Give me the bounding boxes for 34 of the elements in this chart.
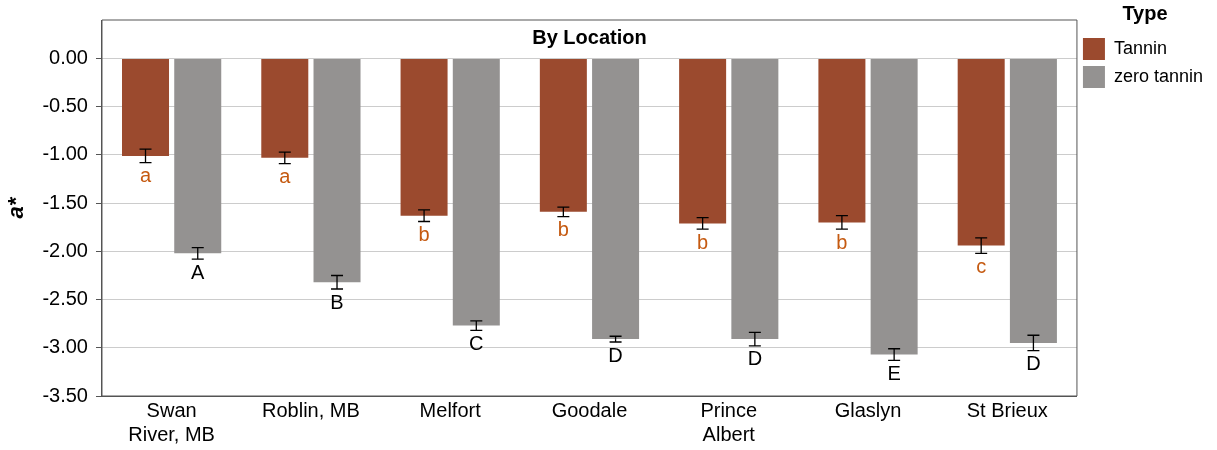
- y-tick-label: -1.00: [42, 142, 88, 165]
- x-tick-label: St Brieux: [966, 398, 1048, 421]
- annotation: b: [697, 230, 709, 253]
- y-tick-label: -0.50: [42, 94, 88, 117]
- y-tick-label: -2.50: [42, 287, 88, 310]
- annotation: B: [330, 290, 344, 313]
- annotation: D: [608, 343, 623, 366]
- annotation: b: [836, 230, 848, 253]
- chart-title: By Location: [532, 25, 647, 48]
- x-tick-label: Prince Albert: [700, 398, 758, 445]
- y-tick-label: -2.00: [42, 238, 88, 261]
- y-tick-label: -3.00: [42, 335, 88, 358]
- y-axis-title: a*: [3, 196, 29, 219]
- legend-label: zero tannin: [1113, 65, 1203, 86]
- annotation: a: [279, 165, 292, 188]
- legend-title: Type: [1122, 1, 1168, 24]
- annotation: c: [976, 254, 987, 277]
- x-tick-label: Goodale: [551, 398, 628, 421]
- annotation: a: [139, 164, 152, 187]
- x-tick-label: Glaslyn: [834, 398, 902, 421]
- y-tick-label: -1.50: [42, 190, 88, 213]
- annotation: b: [418, 223, 430, 246]
- annotation: C: [469, 331, 484, 354]
- annotation: D: [747, 347, 763, 370]
- y-tick-label: -3.50: [42, 383, 88, 406]
- x-tick-label: Roblin, MB: [262, 398, 360, 421]
- annotation: b: [557, 218, 569, 241]
- legend-label: Tannin: [1113, 37, 1167, 58]
- y-tick-label: 0.00: [49, 46, 88, 69]
- x-tick-label: Melfort: [419, 398, 482, 421]
- annotation: E: [887, 361, 901, 384]
- annotation: A: [191, 260, 206, 283]
- x-tick-label: Swan River, MB: [128, 398, 215, 445]
- annotation: D: [1026, 352, 1041, 375]
